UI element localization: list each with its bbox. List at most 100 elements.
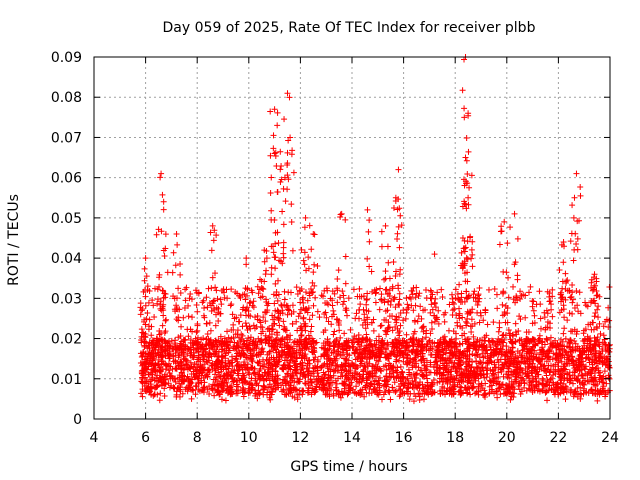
data-point (600, 383, 607, 390)
data-point (259, 363, 266, 370)
data-point (341, 355, 348, 362)
data-point (538, 351, 545, 358)
data-point (484, 365, 491, 372)
data-point (433, 358, 440, 365)
data-point (427, 359, 434, 366)
data-point (192, 391, 199, 398)
data-point (167, 363, 174, 370)
data-point (302, 380, 309, 387)
data-point (230, 345, 237, 352)
x-tick-label: 16 (395, 430, 413, 446)
data-point (214, 353, 221, 360)
data-point (346, 387, 353, 394)
data-point (376, 374, 383, 381)
data-point (575, 362, 582, 369)
y-tick-label: 0.05 (51, 211, 82, 227)
data-point (386, 374, 393, 381)
data-point (258, 337, 265, 344)
data-point (357, 387, 364, 394)
data-point (281, 377, 288, 384)
data-point (232, 355, 239, 362)
data-point (548, 362, 555, 369)
data-point (428, 390, 435, 397)
data-point (406, 396, 413, 403)
data-point (257, 389, 264, 396)
data-point (397, 386, 404, 393)
data-point (267, 396, 274, 403)
data-point (206, 383, 213, 390)
data-point (219, 359, 226, 366)
data-point (206, 357, 213, 364)
data-point (184, 373, 191, 380)
y-tick-label: 0.08 (51, 90, 82, 106)
data-point (410, 380, 417, 387)
data-point (278, 382, 285, 389)
data-point (274, 380, 281, 387)
data-point (211, 346, 218, 353)
data-point (413, 375, 420, 382)
data-point (483, 374, 490, 381)
data-point (492, 364, 499, 371)
data-point (382, 351, 389, 358)
data-point (162, 361, 169, 368)
data-point (550, 371, 557, 378)
data-point (487, 354, 494, 361)
data-point (304, 360, 311, 367)
data-point (309, 349, 316, 356)
data-point (328, 386, 335, 393)
data-point (157, 390, 164, 397)
data-point (397, 363, 404, 370)
data-point (539, 375, 546, 382)
data-point (214, 387, 221, 394)
data-point (497, 391, 504, 398)
x-tick-label: 22 (549, 430, 567, 446)
x-tick-label: 20 (498, 430, 516, 446)
data-point (141, 356, 148, 363)
data-point (378, 396, 385, 403)
data-point (247, 339, 254, 346)
data-point (405, 379, 412, 386)
data-point (363, 389, 370, 396)
data-point (434, 379, 441, 386)
data-point (184, 366, 191, 373)
data-point (294, 391, 301, 398)
data-point (171, 384, 178, 391)
y-axis-label: ROTI / TECUs (6, 194, 22, 286)
data-point (460, 351, 467, 358)
chart-title: Day 059 of 2025, Rate Of TEC Index for r… (163, 20, 536, 36)
data-point (168, 373, 175, 380)
data-point (489, 372, 496, 379)
data-point (161, 393, 168, 400)
data-point (362, 384, 369, 391)
data-point (213, 338, 220, 345)
data-point (570, 380, 577, 387)
data-point (404, 375, 411, 382)
data-point (245, 390, 252, 397)
data-point (355, 390, 362, 397)
data-point (322, 390, 329, 397)
data-point (594, 360, 601, 367)
data-point (579, 358, 586, 365)
y-tick-label: 0.01 (51, 372, 82, 388)
data-point (180, 341, 187, 348)
data-point (469, 385, 476, 392)
data-point (238, 347, 245, 354)
y-tick-label: 0.06 (51, 171, 82, 187)
data-point (585, 378, 592, 385)
data-point (189, 386, 196, 393)
data-point (291, 394, 298, 401)
data-point (560, 389, 567, 396)
data-point (173, 388, 180, 395)
x-tick-label: 6 (141, 430, 150, 446)
data-point (219, 353, 226, 360)
data-point (168, 382, 175, 389)
data-point (171, 340, 178, 347)
x-axis-label: GPS time / hours (290, 459, 407, 475)
data-point (448, 364, 455, 371)
data-point (268, 383, 275, 390)
data-point (572, 347, 579, 354)
data-point (305, 357, 312, 364)
data-point (308, 391, 315, 398)
data-point (396, 393, 403, 400)
data-point (510, 361, 517, 368)
